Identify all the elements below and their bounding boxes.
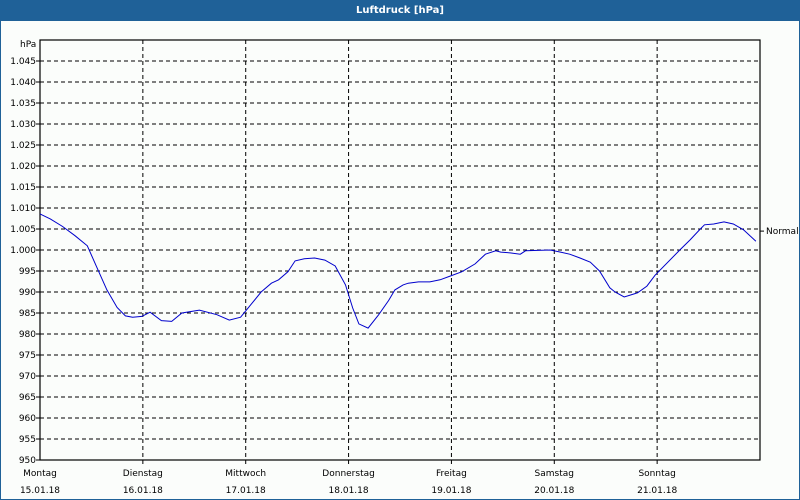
normal-reference-marker: Normal — [760, 227, 799, 237]
y-axis-unit-label: hPa — [20, 40, 36, 50]
plot-area-border — [39, 39, 761, 461]
y-tick-label: 1.010 — [10, 204, 36, 214]
y-tick-label: 1.000 — [10, 246, 36, 256]
y-tick-label: 970 — [19, 372, 36, 382]
y-tick-label: 1.020 — [10, 162, 36, 172]
y-tick-label: 950 — [19, 456, 36, 466]
x-weekday-label: Dienstag — [123, 469, 163, 479]
y-tick-label: 965 — [19, 393, 36, 403]
x-weekday-label: Montag — [23, 469, 57, 479]
y-tick-label: 955 — [19, 435, 36, 445]
y-tick-label: 980 — [19, 330, 36, 340]
y-axis: hPa 950 955 960 965 970 975 980 985 990 995 1.000 1… — [10, 40, 40, 466]
y-tick-label: 960 — [19, 414, 36, 424]
x-weekday-label: Samstag — [535, 469, 574, 479]
pressure-series-line — [39, 213, 757, 329]
y-tick-label: 985 — [19, 309, 36, 319]
chart-title: Luftdruck [hPa] — [0, 0, 800, 21]
y-tick-label: 1.045 — [10, 57, 36, 67]
x-weekday-label: Mittwoch — [225, 469, 266, 479]
y-tick-label: 1.030 — [10, 120, 36, 130]
x-date-label: 18.01.18 — [329, 486, 369, 496]
x-date-label: 17.01.18 — [226, 486, 266, 496]
y-tick-label: 975 — [19, 351, 36, 361]
x-date-label: 21.01.18 — [637, 486, 677, 496]
normal-label: Normal — [766, 227, 799, 237]
x-date-label: 19.01.18 — [431, 486, 471, 496]
x-weekday-label: Sonntag — [638, 469, 675, 479]
grid-lines — [40, 40, 760, 464]
y-tick-label: 990 — [19, 288, 36, 298]
y-tick-label: 995 — [19, 267, 36, 277]
x-weekday-label: Freitag — [436, 469, 467, 479]
x-date-label: 15.01.18 — [20, 486, 60, 496]
y-tick-label: 1.035 — [10, 99, 36, 109]
y-tick-label: 1.005 — [10, 225, 36, 235]
y-tick-label: 1.025 — [10, 141, 36, 151]
x-date-label: 20.01.18 — [534, 486, 574, 496]
x-axis: Montag 15.01.18 Dienstag 16.01.18 Mittwoch 17… — [20, 469, 677, 496]
x-weekday-label: Donnerstag — [322, 469, 375, 479]
y-tick-label: 1.040 — [10, 78, 36, 88]
x-date-label: 16.01.18 — [123, 486, 163, 496]
y-tick-label: 1.015 — [10, 183, 36, 193]
